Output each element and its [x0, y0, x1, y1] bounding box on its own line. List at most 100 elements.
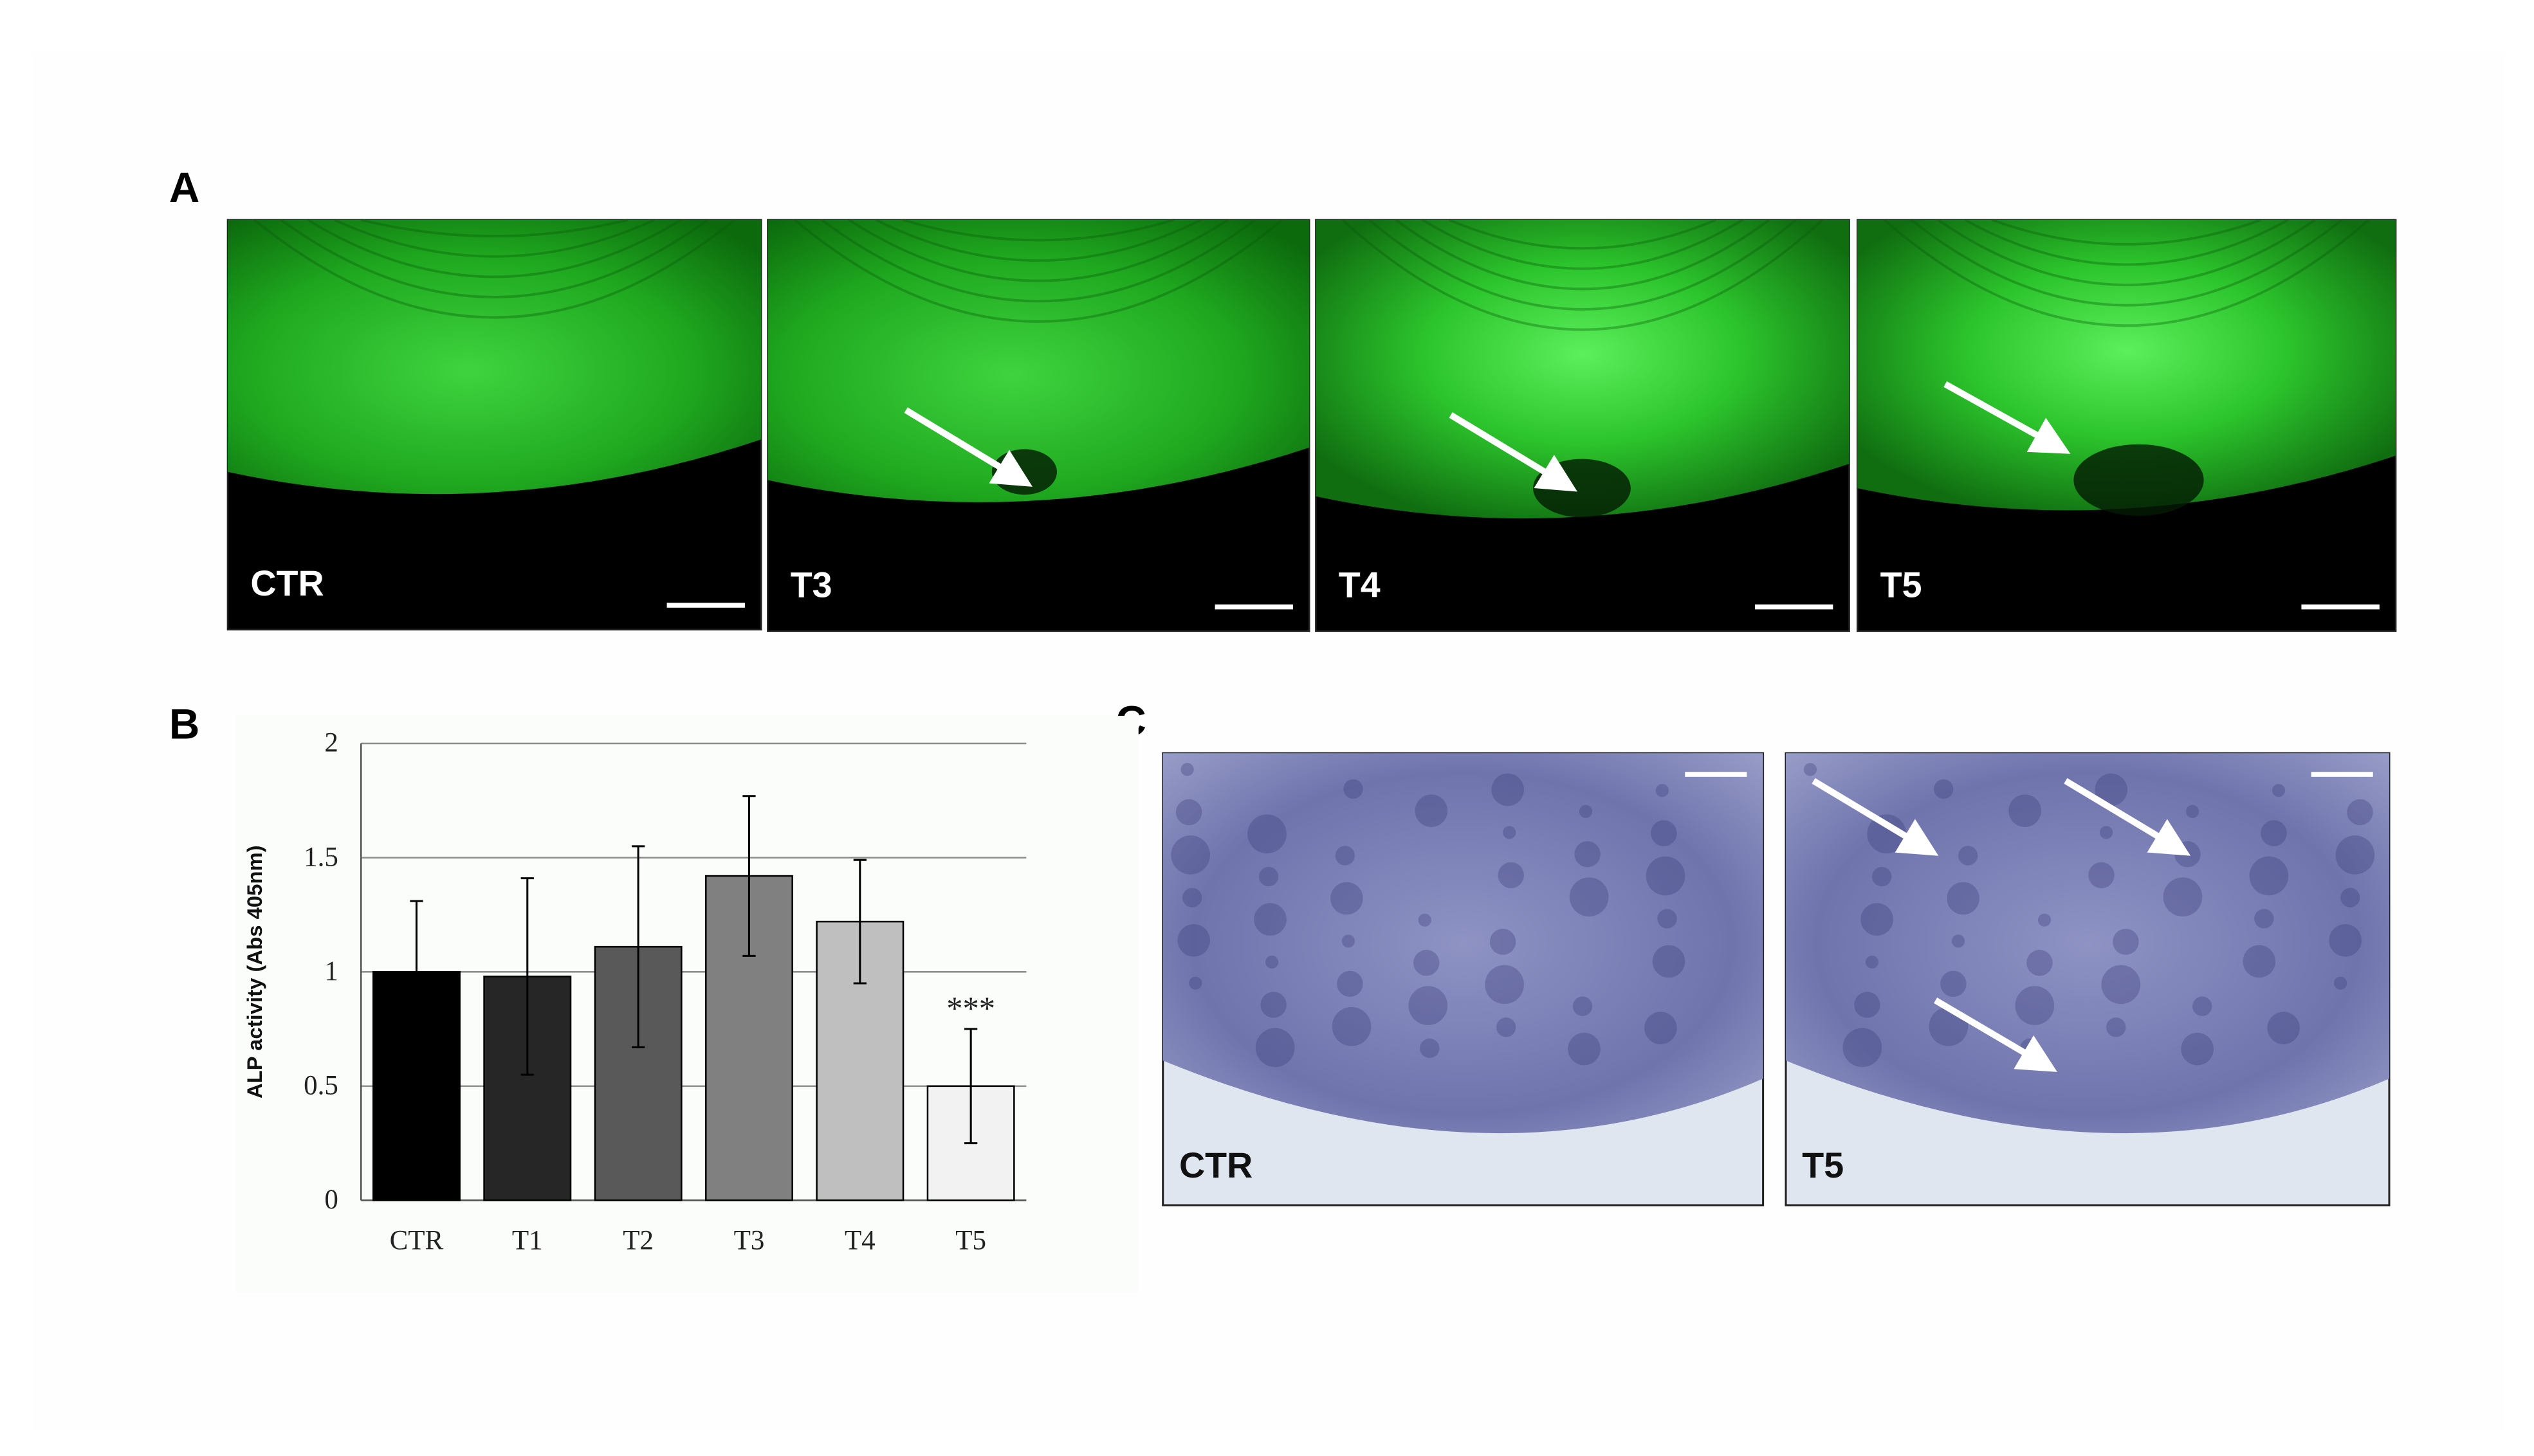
tissue — [227, 219, 762, 495]
cell-cluster — [2335, 835, 2375, 875]
growth-ring — [253, 219, 735, 319]
cell-cluster — [1332, 1006, 1372, 1046]
cell-cluster — [1854, 992, 1880, 1018]
x-tick-label: T2 — [623, 1225, 654, 1255]
cell-cluster — [1947, 882, 1979, 915]
cell-cluster — [1182, 887, 1202, 907]
growth-ring — [307, 219, 682, 278]
cell-cluster — [2334, 976, 2347, 990]
arrow — [1943, 381, 2071, 454]
cell-cluster — [1341, 934, 1355, 948]
cell-cluster — [2113, 929, 2139, 955]
growth-ring — [903, 219, 1175, 242]
lesion — [1533, 459, 1631, 518]
cell-cluster — [2095, 773, 2127, 806]
tissue — [767, 219, 1310, 502]
cell-cluster — [1260, 992, 1287, 1018]
cell-cluster — [2088, 862, 2115, 889]
cell-cluster — [1420, 1038, 1440, 1059]
cell-cluster — [1652, 945, 1685, 978]
cell-cluster — [1489, 929, 1516, 955]
panel-label: A — [169, 163, 199, 211]
cell-cluster — [1254, 903, 1287, 936]
cell-cluster — [1646, 856, 1685, 896]
y-tick-label: 0 — [324, 1185, 338, 1215]
cell-cluster — [1569, 877, 1609, 917]
cell-cluster — [2026, 949, 2053, 976]
x-tick-label: T4 — [845, 1225, 876, 1255]
cell-cluster — [1934, 779, 1954, 799]
cell-cluster — [2261, 820, 2287, 846]
growth-ring — [821, 219, 1256, 303]
cell-cluster — [1644, 1012, 1677, 1044]
tissue — [1786, 753, 2389, 1134]
cell-cluster — [2192, 996, 2212, 1016]
y-tick-label: 1.5 — [304, 842, 338, 872]
growth-ring — [1964, 219, 2289, 266]
cell-cluster — [1940, 970, 1967, 997]
cell-cluster — [1258, 866, 1279, 887]
x-tick-label: T3 — [734, 1225, 765, 1255]
cell-cluster — [1265, 955, 1279, 969]
cell-cluster — [1330, 882, 1363, 915]
cell-cluster — [1343, 779, 1363, 799]
cell-cluster — [1413, 949, 1440, 976]
y-tick-label: 0.5 — [304, 1070, 338, 1100]
cell-cluster — [1491, 773, 1524, 806]
image-label: CTR — [1179, 1145, 1253, 1185]
cell-cluster — [2185, 805, 2199, 818]
cell-cluster — [1568, 1032, 1601, 1066]
growth-ring — [794, 219, 1283, 323]
growth-ring — [1395, 219, 1770, 291]
arrow — [2064, 778, 2191, 856]
cell-cluster — [1579, 805, 1593, 818]
growth-ring — [1883, 219, 2370, 327]
cell-cluster — [2099, 826, 2113, 839]
cell-cluster — [1655, 784, 1669, 797]
significance-label: *** — [946, 990, 995, 1026]
cell-cluster — [1171, 835, 1211, 875]
growth-ring — [1937, 219, 2316, 286]
y-tick-label: 2 — [324, 728, 338, 758]
growth-ring — [334, 219, 656, 258]
cell-cluster — [1503, 826, 1516, 839]
cell-cluster — [1189, 976, 1202, 990]
x-tick-label: T1 — [512, 1225, 543, 1255]
cell-cluster — [2249, 856, 2289, 896]
cell-cluster — [1496, 1017, 1516, 1037]
arrow — [1934, 997, 2057, 1072]
cell-cluster — [1872, 866, 1892, 887]
cell-cluster — [1177, 924, 1211, 957]
cell-cluster — [2267, 1012, 2300, 1044]
tissue — [1857, 219, 2396, 511]
cell-cluster — [2037, 913, 2052, 927]
cell-cluster — [1803, 763, 1817, 776]
cell-cluster — [2106, 1017, 2126, 1037]
cell-cluster — [1842, 1028, 1882, 1068]
image-label: T4 — [1339, 565, 1381, 605]
cell-cluster — [1175, 799, 1202, 826]
image-label: T5 — [1802, 1145, 1844, 1185]
cell-cluster — [1651, 820, 1677, 846]
growth-ring — [1991, 219, 2262, 246]
growth-ring — [1341, 219, 1824, 331]
growth-ring — [875, 219, 1202, 262]
cell-cluster — [2101, 965, 2141, 1005]
tissue — [1316, 219, 1850, 519]
cell-cluster — [2015, 986, 2055, 1025]
image-label: T5 — [1880, 565, 1922, 605]
cell-cluster — [1337, 970, 1363, 997]
cell-cluster — [2329, 924, 2362, 957]
image-label: CTR — [250, 563, 324, 603]
arrow — [1449, 412, 1577, 492]
cell-cluster — [1574, 841, 1601, 868]
cell-cluster — [2272, 784, 2286, 797]
chart-background — [235, 716, 1139, 1293]
cell-cluster — [1408, 986, 1448, 1025]
cell-cluster — [2008, 794, 2041, 827]
cell-cluster — [2163, 877, 2203, 917]
cell-cluster — [1860, 903, 1893, 936]
cell-cluster — [1418, 913, 1431, 927]
